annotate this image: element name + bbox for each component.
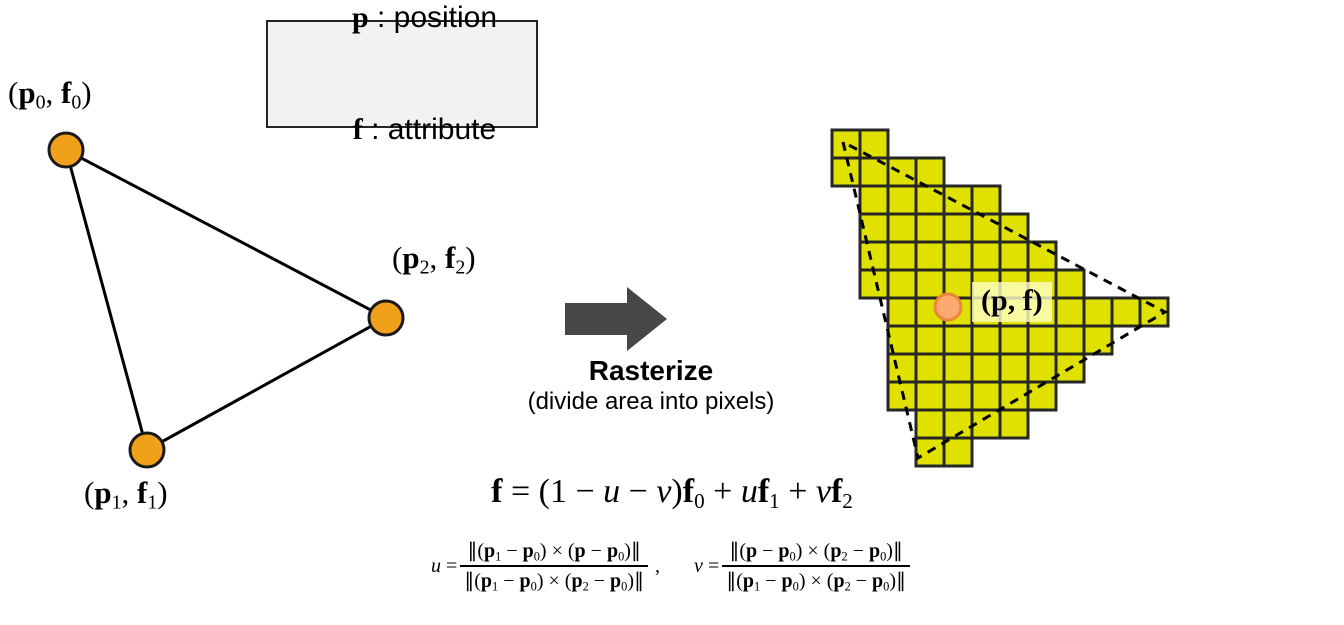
pixel-cell[interactable]: [914, 184, 946, 216]
pixel-cell[interactable]: [970, 380, 1002, 412]
pixel-cell[interactable]: [886, 268, 918, 300]
pixel-cell[interactable]: [942, 352, 974, 384]
pixel-cell[interactable]: [942, 436, 974, 468]
pixel-cell[interactable]: [942, 324, 974, 356]
u-barycentric-formula: u = ∥(p1 − p0) × (p − p0)∥ ∥(p1 − p0) × …: [431, 538, 651, 595]
u-fraction: ∥(p1 − p0) × (p − p0)∥ ∥(p1 − p0) × (p2 …: [460, 538, 649, 595]
pixel-cell[interactable]: [998, 324, 1030, 356]
pixel-cell[interactable]: [942, 380, 974, 412]
pixel-cell[interactable]: [914, 240, 946, 272]
pixel-cell[interactable]: [914, 380, 946, 412]
attribute-interpolation-formula: f = (1 − u − v)f0 + uf1 + vf2: [491, 473, 853, 513]
legend-symbol-f: f: [352, 112, 363, 146]
u-numerator: ∥(p1 − p0) × (p − p0)∥: [467, 540, 641, 564]
pixel-cell[interactable]: [970, 324, 1002, 356]
pixel-cell[interactable]: [830, 156, 862, 188]
vertex-label-p0: (p0, f0): [8, 75, 92, 114]
pixel-cell[interactable]: [886, 240, 918, 272]
barycentric-formulas: u = ∥(p1 − p0) × (p − p0)∥ ∥(p1 − p0) × …: [0, 538, 1344, 595]
legend-symbol-p: p: [351, 0, 369, 34]
formula-separator: ,: [655, 554, 661, 577]
legend-line-position: p : position: [307, 0, 497, 73]
pixel-cell[interactable]: [1082, 296, 1114, 328]
vertex-p2[interactable]: [367, 299, 405, 337]
pixel-cell[interactable]: [1054, 296, 1086, 328]
pixel-cell[interactable]: [914, 212, 946, 244]
pixel-cell[interactable]: [998, 380, 1030, 412]
pixel-cell[interactable]: [1082, 324, 1114, 356]
pixel-cell[interactable]: [942, 184, 974, 216]
pixel-cell[interactable]: [942, 212, 974, 244]
pixel-cell[interactable]: [970, 240, 1002, 272]
pixel-cell[interactable]: [886, 212, 918, 244]
pixel-cell[interactable]: [914, 352, 946, 384]
pixel-cell[interactable]: [886, 352, 918, 384]
vertex-p0[interactable]: [47, 131, 85, 169]
pixel-cell[interactable]: [886, 156, 918, 188]
pixel-cell[interactable]: [942, 240, 974, 272]
pixel-cell[interactable]: [858, 240, 890, 272]
v-numerator: ∥(p − p0) × (p2 − p0)∥: [729, 540, 903, 564]
triangle-edges: [63, 147, 390, 453]
pixel-cell[interactable]: [970, 212, 1002, 244]
v-denominator: ∥(p1 − p0) × (p2 − p0)∥: [722, 565, 911, 594]
process-title: Rasterize: [588, 355, 714, 386]
vertex-label-p2: (p2, f2): [392, 240, 476, 279]
u-denominator: ∥(p1 − p0) × (p2 − p0)∥: [460, 565, 649, 594]
legend-sep-0: :: [368, 0, 394, 34]
pixel-cell[interactable]: [998, 352, 1030, 384]
sample-point[interactable]: [933, 292, 963, 322]
pixel-cell[interactable]: [858, 184, 890, 216]
vertex-label-p1: (p1, f1): [84, 475, 168, 514]
rasterize-arrow-icon: [565, 287, 667, 351]
legend-line-attribute: f : attribute: [308, 75, 496, 185]
pixel-cell[interactable]: [998, 408, 1030, 440]
pixel-cell[interactable]: [998, 240, 1030, 272]
pixel-cell[interactable]: [1026, 380, 1058, 412]
pixel-cell[interactable]: [914, 268, 946, 300]
pixel-cell[interactable]: [970, 352, 1002, 384]
pixel-cell[interactable]: [1026, 240, 1058, 272]
v-barycentric-formula: v = ∥(p − p0) × (p2 − p0)∥ ∥(p1 − p0) × …: [694, 538, 913, 595]
pixel-cell[interactable]: [1054, 324, 1086, 356]
v-fraction: ∥(p − p0) × (p2 − p0)∥ ∥(p1 − p0) × (p2 …: [722, 538, 911, 595]
dashed-triangle-outline: [840, 139, 1169, 461]
symbol-legend: p : position f : attribute: [266, 1, 538, 146]
pixel-cell[interactable]: [830, 128, 862, 160]
pixel-cell[interactable]: [1054, 268, 1086, 300]
pixel-cell[interactable]: [1110, 296, 1142, 328]
pixel-cell[interactable]: [914, 408, 946, 440]
process-subtitle: (divide area into pixels): [527, 388, 775, 415]
input-triangle-graphic: [47, 131, 405, 469]
sample-point-label: (p, f): [972, 282, 1052, 322]
legend-text-attribute: attribute: [387, 112, 497, 146]
pixel-cell[interactable]: [970, 184, 1002, 216]
legend-text-position: position: [393, 0, 498, 34]
pixel-cell[interactable]: [886, 184, 918, 216]
pixel-cell[interactable]: [914, 324, 946, 356]
legend-sep-1: :: [362, 112, 388, 146]
vertex-p1[interactable]: [128, 431, 166, 469]
pixel-cell[interactable]: [886, 296, 918, 328]
pixel-cell[interactable]: [1026, 324, 1058, 356]
